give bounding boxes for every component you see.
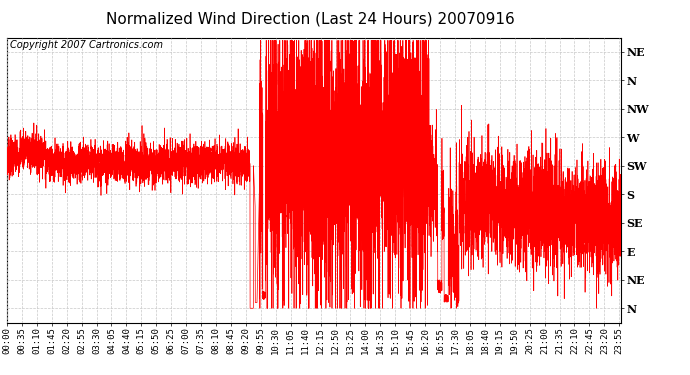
Text: Copyright 2007 Cartronics.com: Copyright 2007 Cartronics.com [10, 40, 163, 50]
Text: Normalized Wind Direction (Last 24 Hours) 20070916: Normalized Wind Direction (Last 24 Hours… [106, 11, 515, 26]
